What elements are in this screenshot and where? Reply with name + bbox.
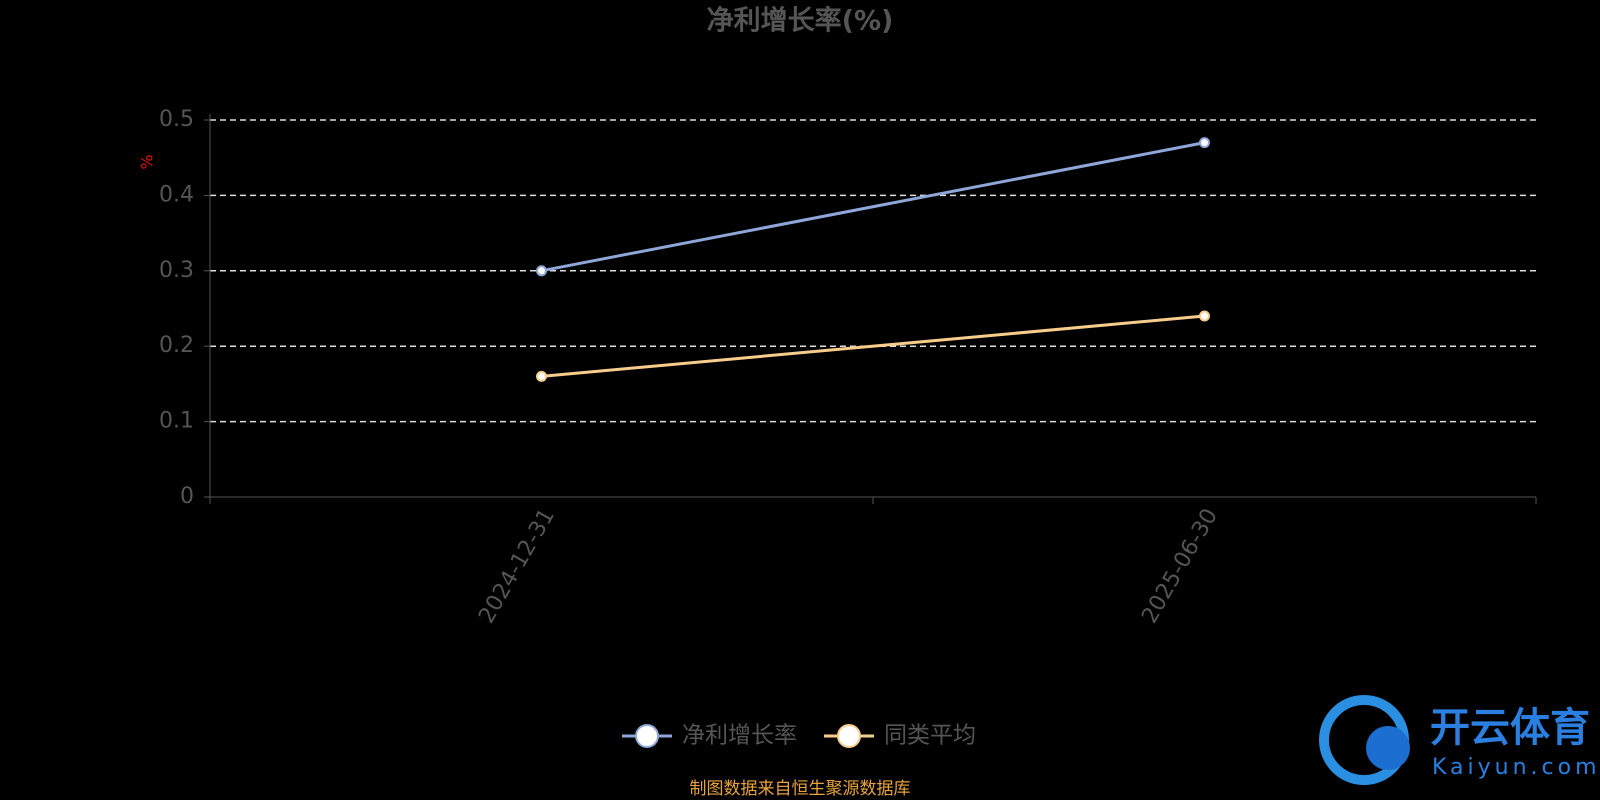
y-tick-label: 0.1: [159, 409, 194, 434]
legend-label: 同类平均: [884, 723, 976, 749]
y-tick-label: 0.3: [159, 258, 194, 283]
watermark-ball: [1366, 726, 1410, 770]
y-axis-label: %: [138, 154, 157, 169]
y-tick-label: 0.2: [159, 333, 194, 358]
source-note: 制图数据来自恒生聚源数据库: [690, 779, 911, 799]
data-point: [1199, 310, 1210, 322]
data-point: [536, 265, 547, 277]
legend-marker: [635, 724, 659, 748]
series-line: [541, 141, 1205, 273]
data-point: [1199, 137, 1210, 149]
series-line: [541, 314, 1205, 378]
data-point: [536, 370, 547, 382]
y-tick-label: 0.5: [159, 107, 194, 132]
y-tick-label: 0: [180, 484, 194, 509]
legend-label: 净利增长率: [682, 723, 797, 749]
chart-title: 净利增长率(%): [707, 5, 894, 37]
watermark-domain: Kaiyun.com: [1432, 755, 1600, 780]
watermark-name: 开云体育: [1430, 705, 1590, 751]
legend-marker: [837, 724, 861, 748]
y-tick-label: 0.4: [159, 182, 194, 207]
watermark: 开云体育 Kaiyun.com: [1319, 695, 1600, 785]
